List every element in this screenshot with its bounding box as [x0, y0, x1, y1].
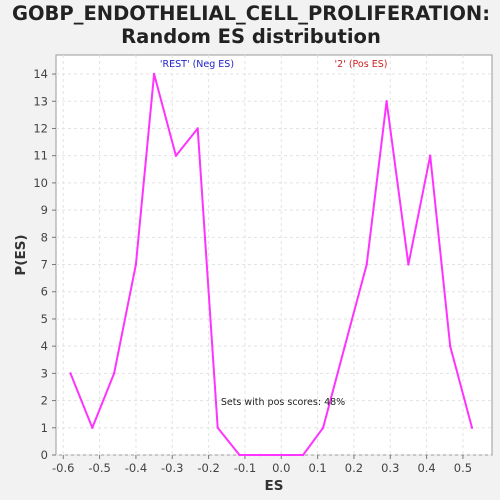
y-tick-label: 6 — [41, 285, 48, 299]
data-point — [429, 154, 432, 157]
x-tick-label: -0.1 — [234, 461, 256, 475]
data-point — [196, 127, 199, 130]
y-tick-label: 0 — [41, 448, 48, 462]
chart-title-line2: Random ES distribution — [121, 25, 381, 48]
y-tick-label: 13 — [33, 94, 48, 108]
data-point — [385, 100, 388, 103]
data-point — [449, 345, 452, 348]
y-tick-label: 11 — [33, 149, 48, 163]
y-tick-label: 12 — [33, 121, 48, 135]
y-tick-label: 10 — [33, 176, 48, 190]
data-point — [343, 345, 346, 348]
y-tick-label: 3 — [41, 366, 48, 380]
data-point — [280, 453, 283, 457]
y-tick-label: 2 — [41, 394, 48, 408]
x-axis-label: ES — [265, 478, 284, 494]
x-tick-label: 0.3 — [381, 461, 399, 475]
data-point — [365, 263, 368, 266]
data-point — [321, 426, 325, 429]
y-tick-label: 9 — [41, 203, 48, 217]
data-point — [152, 72, 156, 76]
data-point — [301, 453, 305, 457]
axis-ticks: -0.6 -0.5 -0.4 -0.3 -0.2 -0.1 0.0 0.1 0.2 0.3 0.4 0… — [33, 67, 472, 475]
plot-area — [55, 54, 493, 456]
y-tick-label: 14 — [33, 67, 48, 81]
data-point — [470, 426, 474, 429]
y-tick-label: 5 — [41, 312, 48, 326]
x-tick-label: -0.5 — [88, 461, 110, 475]
x-tick-label: 0.5 — [454, 461, 472, 475]
data-point — [134, 263, 138, 266]
x-tick-label: -0.3 — [161, 461, 183, 475]
data-point — [112, 372, 116, 375]
data-point — [174, 154, 178, 157]
series-layer — [69, 72, 474, 457]
y-tick-label: 7 — [41, 258, 48, 272]
annotation-pos-es: '2' (Pos ES) — [335, 59, 388, 70]
annotation-pos-scores: Sets with pos scores: 48% — [221, 397, 345, 408]
y-tick-label: 1 — [41, 421, 48, 435]
x-tick-label: -0.4 — [125, 461, 147, 475]
x-tick-label: -0.6 — [52, 461, 74, 475]
x-tick-label: -0.2 — [197, 461, 219, 475]
data-point — [91, 426, 94, 429]
x-tick-label: 0.2 — [345, 461, 363, 475]
y-axis-label: P(ES) — [13, 234, 29, 275]
x-tick-label: 0.0 — [272, 461, 290, 475]
x-tick-label: 0.4 — [417, 461, 435, 475]
data-point — [407, 263, 410, 266]
data-point — [238, 453, 241, 457]
annotation-neg-es: 'REST' (Neg ES) — [160, 59, 234, 70]
data-point — [258, 453, 261, 457]
chart-title-line1: GOBP_ENDOTHELIAL_CELL_PROLIFERATION: — [12, 2, 490, 25]
series-line-0 — [69, 73, 473, 456]
y-tick-label: 4 — [41, 339, 48, 353]
y-tick-label: 8 — [41, 230, 48, 244]
data-point — [69, 372, 72, 375]
data-point — [216, 426, 219, 429]
x-tick-label: 0.1 — [308, 461, 326, 475]
